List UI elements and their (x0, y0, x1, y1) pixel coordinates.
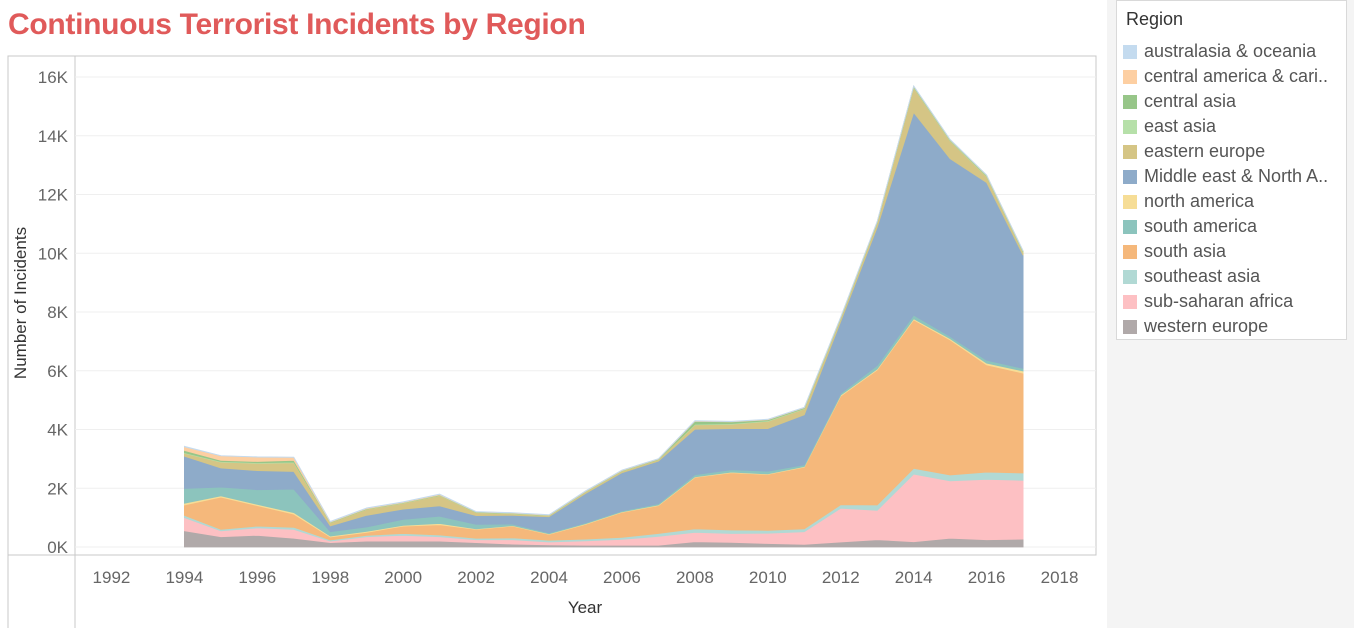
y-axis: 0K 2K 4K 6K 8K 10K 12K 14K 16K (38, 68, 69, 557)
legend-item[interactable]: south asia (1123, 241, 1345, 265)
area-series-group (184, 84, 1024, 548)
x-tick-label: 2000 (384, 568, 422, 587)
legend-swatch (1123, 195, 1137, 209)
x-tick-label: 1994 (165, 568, 203, 587)
legend-swatch (1123, 270, 1137, 284)
x-axis: 1992 1994 1996 1998 2000 2002 2004 2006 2008 2010… (93, 568, 1079, 587)
legend-item[interactable]: central america & cari.. (1123, 66, 1345, 90)
legend-label: sub-saharan africa (1144, 291, 1294, 311)
chart-title: Continuous Terrorist Incidents by Region (8, 8, 586, 41)
y-tick-label: 6K (47, 362, 68, 381)
legend-label: south asia (1144, 241, 1227, 261)
y-tick-label: 8K (47, 303, 68, 322)
legend-label: southeast asia (1144, 266, 1261, 286)
legend-swatch (1123, 70, 1137, 84)
legend-item[interactable]: sub-saharan africa (1123, 291, 1345, 315)
y-tick-label: 12K (38, 186, 69, 205)
legend-swatch (1123, 245, 1137, 259)
legend-item[interactable]: western europe (1123, 316, 1345, 340)
legend-item[interactable]: eastern europe (1123, 141, 1345, 165)
legend-item[interactable]: east asia (1123, 116, 1345, 140)
y-tick-label: 0K (47, 538, 68, 557)
chart-area: 0K 2K 4K 6K 8K 10K 12K 14K 16K 1992 1994 1996 1998 2… (7, 55, 1097, 628)
legend-item[interactable]: australasia & oceania (1123, 41, 1345, 65)
legend-item[interactable]: southeast asia (1123, 266, 1345, 290)
x-tick-label: 1992 (93, 568, 131, 587)
y-tick-label: 14K (38, 127, 69, 146)
area-australasia-oceania (184, 84, 1024, 523)
x-tick-label: 2004 (530, 568, 568, 587)
y-axis-title: Number of Incidents (11, 227, 30, 379)
legend-swatch (1123, 170, 1137, 184)
legend-label: central america & cari.. (1144, 66, 1329, 86)
legend-label: east asia (1144, 116, 1217, 136)
legend-swatch (1123, 145, 1137, 159)
legend-swatch (1123, 120, 1137, 134)
legend-swatch (1123, 320, 1137, 334)
x-tick-label: 2010 (749, 568, 787, 587)
legend-swatch (1123, 220, 1137, 234)
legend-label: central asia (1144, 91, 1237, 111)
legend-item[interactable]: central asia (1123, 91, 1345, 115)
x-tick-label: 2018 (1041, 568, 1079, 587)
legend-label: south america (1144, 216, 1258, 236)
legend-item[interactable]: north america (1123, 191, 1345, 215)
legend-label: Middle east & North A.. (1144, 166, 1329, 186)
legend-item[interactable]: south america (1123, 216, 1345, 240)
x-tick-label: 1996 (238, 568, 276, 587)
x-tick-label: 2012 (822, 568, 860, 587)
x-tick-label: 1998 (311, 568, 349, 587)
legend-item[interactable]: Middle east & North A.. (1123, 166, 1345, 190)
y-tick-label: 4K (47, 421, 68, 440)
x-axis-title: Year (568, 598, 603, 617)
legend-swatch (1123, 45, 1137, 59)
legend[interactable]: Region australasia & oceania central amer… (1116, 0, 1347, 340)
y-tick-label: 2K (47, 479, 68, 498)
legend-label: australasia & oceania (1144, 41, 1317, 61)
legend-label: eastern europe (1144, 141, 1266, 161)
x-tick-label: 2002 (457, 568, 495, 587)
x-tick-label: 2008 (676, 568, 714, 587)
y-tick-label: 10K (38, 244, 69, 263)
x-tick-label: 2014 (895, 568, 933, 587)
legend-swatch (1123, 95, 1137, 109)
x-tick-label: 2006 (603, 568, 641, 587)
x-tick-label: 2016 (968, 568, 1006, 587)
legend-title: Region (1126, 9, 1184, 29)
legend-label: western europe (1144, 316, 1269, 336)
legend-swatch (1123, 295, 1137, 309)
legend-label: north america (1144, 191, 1255, 211)
y-tick-label: 16K (38, 68, 69, 87)
